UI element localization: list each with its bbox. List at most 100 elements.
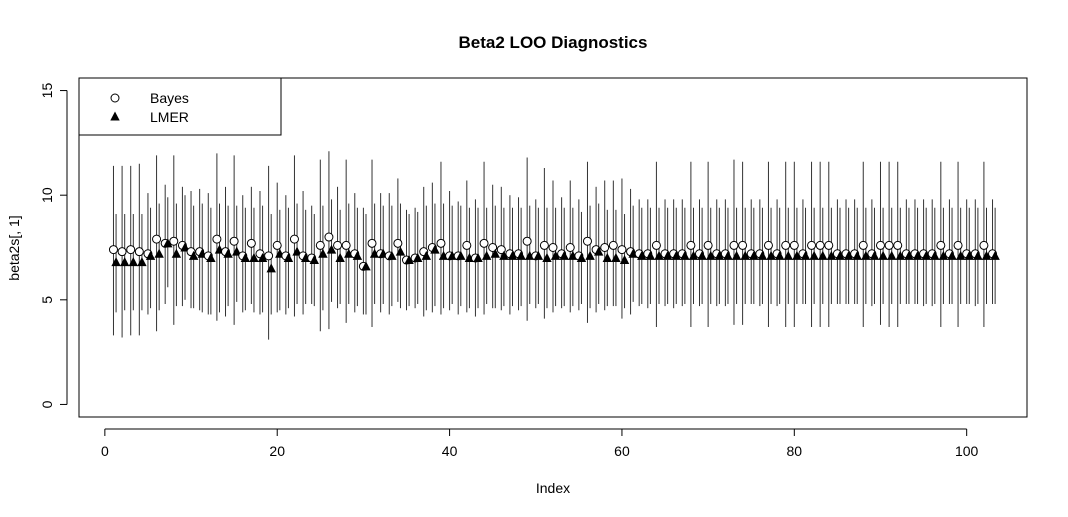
lmer-point [818, 250, 828, 260]
bayes-point [979, 240, 989, 250]
lmer-point [257, 252, 268, 262]
axes: 0 20 40 60 80 100 0 5 10 15 [39, 83, 979, 459]
lmer-point [654, 250, 664, 260]
lmer-point [938, 250, 949, 260]
lmer-point [783, 250, 793, 260]
bayes-point [488, 243, 498, 252]
bayes-point [229, 236, 239, 246]
bayes-point [858, 240, 868, 250]
lmer-point [171, 248, 182, 258]
lmer-point [947, 250, 957, 260]
lmer-point [163, 238, 173, 248]
lmer-point [456, 250, 466, 260]
lmer-point [706, 250, 716, 260]
lmer-point [223, 248, 233, 258]
lmer-point [550, 250, 561, 260]
y-tick-label: 10 [39, 187, 55, 203]
x-tick-label: 100 [955, 443, 979, 459]
lmer-point [585, 250, 595, 260]
lmer-point [774, 250, 785, 260]
lmer-point [499, 250, 509, 260]
lmer-point [421, 250, 432, 260]
bayes-point [152, 234, 162, 244]
legend-lmer-marker [110, 111, 120, 121]
bayes-point [117, 247, 127, 257]
lmer-point [576, 252, 587, 262]
lmer-point [714, 250, 725, 260]
bayes-point [496, 245, 506, 255]
lmer-point [533, 250, 544, 260]
y-tick-label: 5 [39, 296, 55, 304]
bayes-point [789, 240, 799, 250]
x-tick-label: 40 [442, 443, 458, 459]
lmer-point [128, 257, 139, 267]
bayes-point [807, 240, 817, 250]
bayes-point [738, 240, 748, 250]
lmer-point [697, 250, 707, 260]
lmer-point [861, 250, 871, 260]
legend: Bayes LMER [78, 77, 282, 136]
lmer-point [688, 250, 699, 260]
lmer-point [154, 248, 164, 258]
bayes-point [729, 240, 739, 250]
lmer-point [559, 250, 569, 260]
bayes-point [289, 234, 299, 244]
chart-title: Beta2 LOO Diagnostics [459, 33, 648, 52]
lmer-point [266, 263, 276, 273]
lmer-point [542, 252, 552, 262]
lmer-point [671, 250, 681, 260]
lmer-point [912, 250, 923, 260]
lmer-point [145, 250, 156, 260]
bayes-point [539, 240, 549, 250]
bayes-point [522, 236, 532, 246]
lmer-point [826, 250, 837, 260]
lmer-point [473, 252, 483, 262]
lmer-point [792, 250, 802, 260]
lmer-point [662, 250, 673, 260]
lmer-point [352, 250, 363, 260]
lmer-point [240, 252, 251, 262]
plot-frame [78, 77, 1028, 418]
bayes-point [246, 238, 256, 248]
lmer-point [723, 250, 733, 260]
bayes-point [126, 245, 136, 255]
bayes-point [134, 247, 144, 257]
y-tick-label: 15 [39, 83, 55, 99]
data-marks [108, 151, 1000, 340]
lmer-point [852, 250, 862, 260]
bayes-point [936, 240, 946, 250]
bayes-point [212, 234, 222, 244]
lmer-point [800, 250, 811, 260]
bayes-point [953, 240, 963, 250]
lmer-point [516, 250, 526, 260]
bayes-point [108, 245, 118, 255]
lmer-point [611, 252, 621, 262]
bayes-point [436, 238, 446, 248]
lmer-point [757, 250, 768, 260]
bayes-point [703, 240, 713, 250]
bayes-point [763, 240, 773, 250]
lmer-point [602, 252, 613, 262]
bayes-point [315, 240, 325, 250]
lmer-point [981, 250, 992, 260]
lmer-point [404, 255, 414, 265]
lmer-point [921, 250, 931, 260]
lmer-point [361, 261, 371, 271]
x-axis-label: Index [536, 480, 570, 496]
lmer-point [835, 250, 845, 260]
lmer-point [430, 244, 440, 254]
bayes-point [367, 238, 377, 248]
lmer-point [206, 252, 216, 262]
lmer-point [188, 250, 199, 260]
x-tick-label: 0 [101, 443, 109, 459]
bayes-point [393, 238, 403, 248]
bayes-point [884, 240, 894, 250]
lmer-point [111, 257, 121, 267]
lmer-point [593, 246, 604, 256]
bayes-point [815, 240, 825, 250]
lmer-point [507, 250, 518, 260]
lmer-point [749, 250, 759, 260]
bayes-point [617, 245, 627, 255]
lmer-point [637, 250, 647, 260]
bayes-point [341, 240, 351, 250]
